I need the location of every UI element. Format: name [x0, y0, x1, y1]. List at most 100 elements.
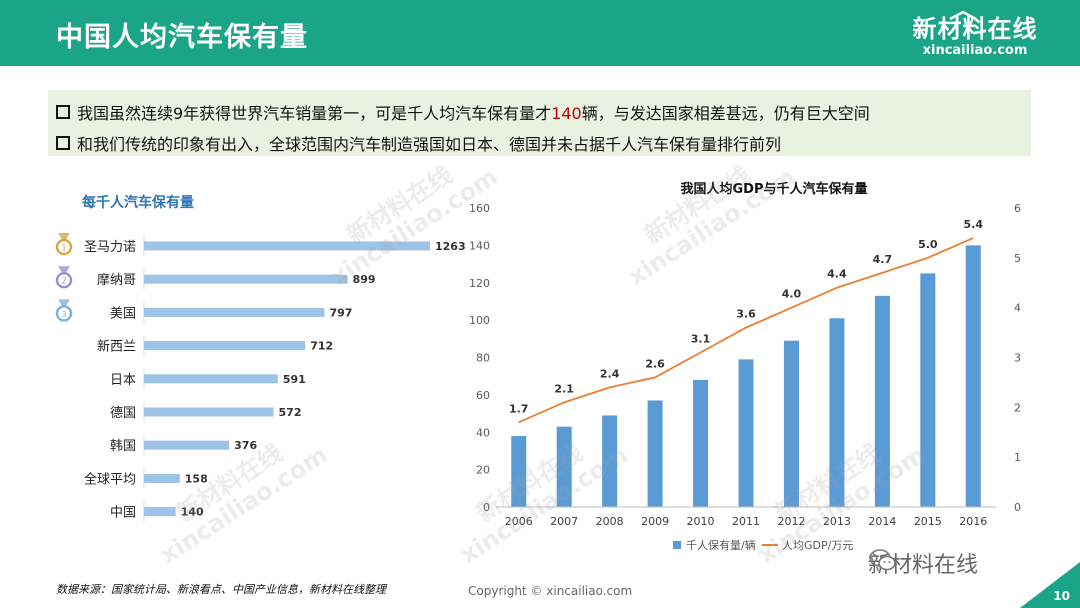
gdp-data-label: 2.4 [600, 367, 620, 380]
y-tick-right: 5 [1014, 252, 1021, 265]
medal-rank: 2 [61, 277, 66, 286]
bar-2013 [829, 318, 845, 507]
category-label: 新西兰 [97, 339, 136, 355]
y-tick-right: 6 [1014, 202, 1021, 215]
y-tick-right: 0 [1014, 501, 1021, 514]
gdp-data-label: 5.4 [964, 218, 984, 231]
logo-text-cn: 新材料在线 [912, 15, 1038, 43]
x-tick-label: 2016 [959, 515, 987, 528]
y-tick-right: 2 [1014, 401, 1021, 414]
y-tick-left: 20 [476, 464, 490, 477]
roof-icon [949, 10, 977, 20]
x-tick-label: 2013 [823, 515, 851, 528]
gdp-data-label: 3.1 [691, 333, 711, 346]
bar-韩国 [144, 440, 230, 450]
value-label: 376 [234, 439, 257, 452]
bar-2007 [556, 426, 572, 507]
legend-label-bar: 千人保有量/辆 [686, 538, 756, 552]
bar-德国 [144, 407, 274, 417]
value-label: 797 [329, 306, 352, 319]
y-tick-left: 140 [469, 239, 490, 252]
x-tick-label: 2006 [505, 515, 533, 528]
value-label: 712 [310, 340, 333, 353]
gdp-data-label: 2.1 [554, 382, 574, 395]
wechat-icon [869, 549, 896, 571]
gdp-line [518, 237, 974, 424]
bar-日本 [144, 374, 278, 384]
bullet-point-1: 我国虽然连续9年获得世界汽车销量第一，可是千人均汽车保有量才140辆，与发达国家… [56, 100, 870, 124]
y-tick-left: 80 [476, 352, 490, 365]
medal-rank: 3 [61, 310, 66, 319]
medal-icon [55, 305, 73, 322]
category-label: 德国 [110, 406, 136, 421]
page-number: 10 [1053, 589, 1070, 603]
gdp-data-label: 2.6 [645, 357, 665, 370]
x-tick-label: 2008 [596, 515, 624, 528]
y-tick-left: 40 [476, 426, 490, 439]
bar-摩纳哥 [144, 274, 348, 284]
bullet-point-2: 和我们传统的印象有出入，全球范围内汽车制造强国如日本、德国并未占据千人汽车保有量… [56, 131, 781, 155]
legend-swatch-bar [673, 541, 681, 549]
medal-rank: 1 [61, 244, 66, 253]
page-number-corner [1020, 562, 1080, 608]
y-tick-left: 0 [483, 501, 490, 514]
category-label: 美国 [110, 306, 136, 321]
data-source-note: 数据来源：国家统计局、新浪看点、中国产业信息，新材料在线整理 [56, 583, 386, 596]
brand-logo: 新材料在线 xincailiao.com [910, 6, 1040, 62]
medal-ribbon-icon [58, 299, 70, 308]
value-label: 140 [181, 506, 204, 519]
x-tick-label: 2015 [914, 515, 942, 528]
gdp-data-label: 4.4 [827, 268, 847, 281]
bar-2006 [511, 435, 527, 507]
value-label: 899 [353, 273, 376, 286]
category-label: 全球平均 [84, 471, 136, 487]
category-label: 韩国 [110, 439, 136, 454]
bar-圣马力诺 [144, 241, 430, 251]
gdp-data-label: 4.0 [782, 288, 802, 301]
x-tick-label: 2009 [641, 515, 669, 528]
y-tick-left: 60 [476, 389, 490, 402]
gdp-data-label: 3.6 [736, 308, 756, 321]
medal-ribbon-icon [58, 266, 70, 275]
y-tick-left: 120 [469, 277, 490, 290]
category-label: 摩纳哥 [97, 272, 136, 288]
x-tick-label: 2007 [550, 515, 578, 528]
bar-2015 [920, 273, 936, 507]
bar-全球平均 [144, 473, 180, 483]
bar-美国 [144, 307, 325, 317]
medal-icon [55, 272, 73, 289]
bar-2011 [738, 359, 754, 507]
x-tick-label: 2012 [777, 515, 805, 528]
bar-2016 [965, 245, 981, 507]
gdp-ownership-combo-chart: 我国人均GDP与千人汽车保有量 0 20 40 60 80 100 120 140 160 0 1 2 3… [469, 181, 1021, 552]
x-tick-label: 2010 [687, 515, 715, 528]
highlight-number: 140 [551, 104, 582, 123]
bar-2008 [602, 415, 618, 507]
value-label: 591 [283, 373, 306, 386]
wechat-account: 新材料在线 [868, 547, 978, 579]
bar-新西兰 [144, 341, 306, 351]
y-tick-right: 4 [1014, 302, 1021, 315]
gdp-data-label: 5.0 [918, 238, 938, 251]
bar-2012 [783, 340, 799, 507]
gdp-data-label: 4.7 [873, 253, 893, 266]
medal-ribbon-icon [58, 233, 70, 241]
medal-icon [55, 238, 73, 256]
legend-label-line: 人均GDP/万元 [782, 539, 853, 552]
y-tick-right: 1 [1014, 451, 1021, 464]
y-tick-right: 3 [1014, 352, 1021, 365]
value-label: 572 [279, 406, 302, 419]
left-chart-title: 每千人汽车保有量 [82, 194, 194, 211]
page-title: 中国人均汽车保有量 [56, 22, 308, 53]
bar-2010 [693, 379, 709, 507]
category-label: 中国 [110, 506, 136, 521]
y-tick-left: 100 [469, 314, 490, 327]
copyright-text: Copyright © xincailiao.com [468, 584, 633, 598]
category-label: 日本 [110, 373, 136, 388]
bar-2014 [874, 295, 890, 507]
logo-text-en: xincailiao.com [922, 43, 1028, 58]
category-label: 圣马力诺 [84, 240, 136, 255]
value-label: 158 [185, 472, 208, 485]
